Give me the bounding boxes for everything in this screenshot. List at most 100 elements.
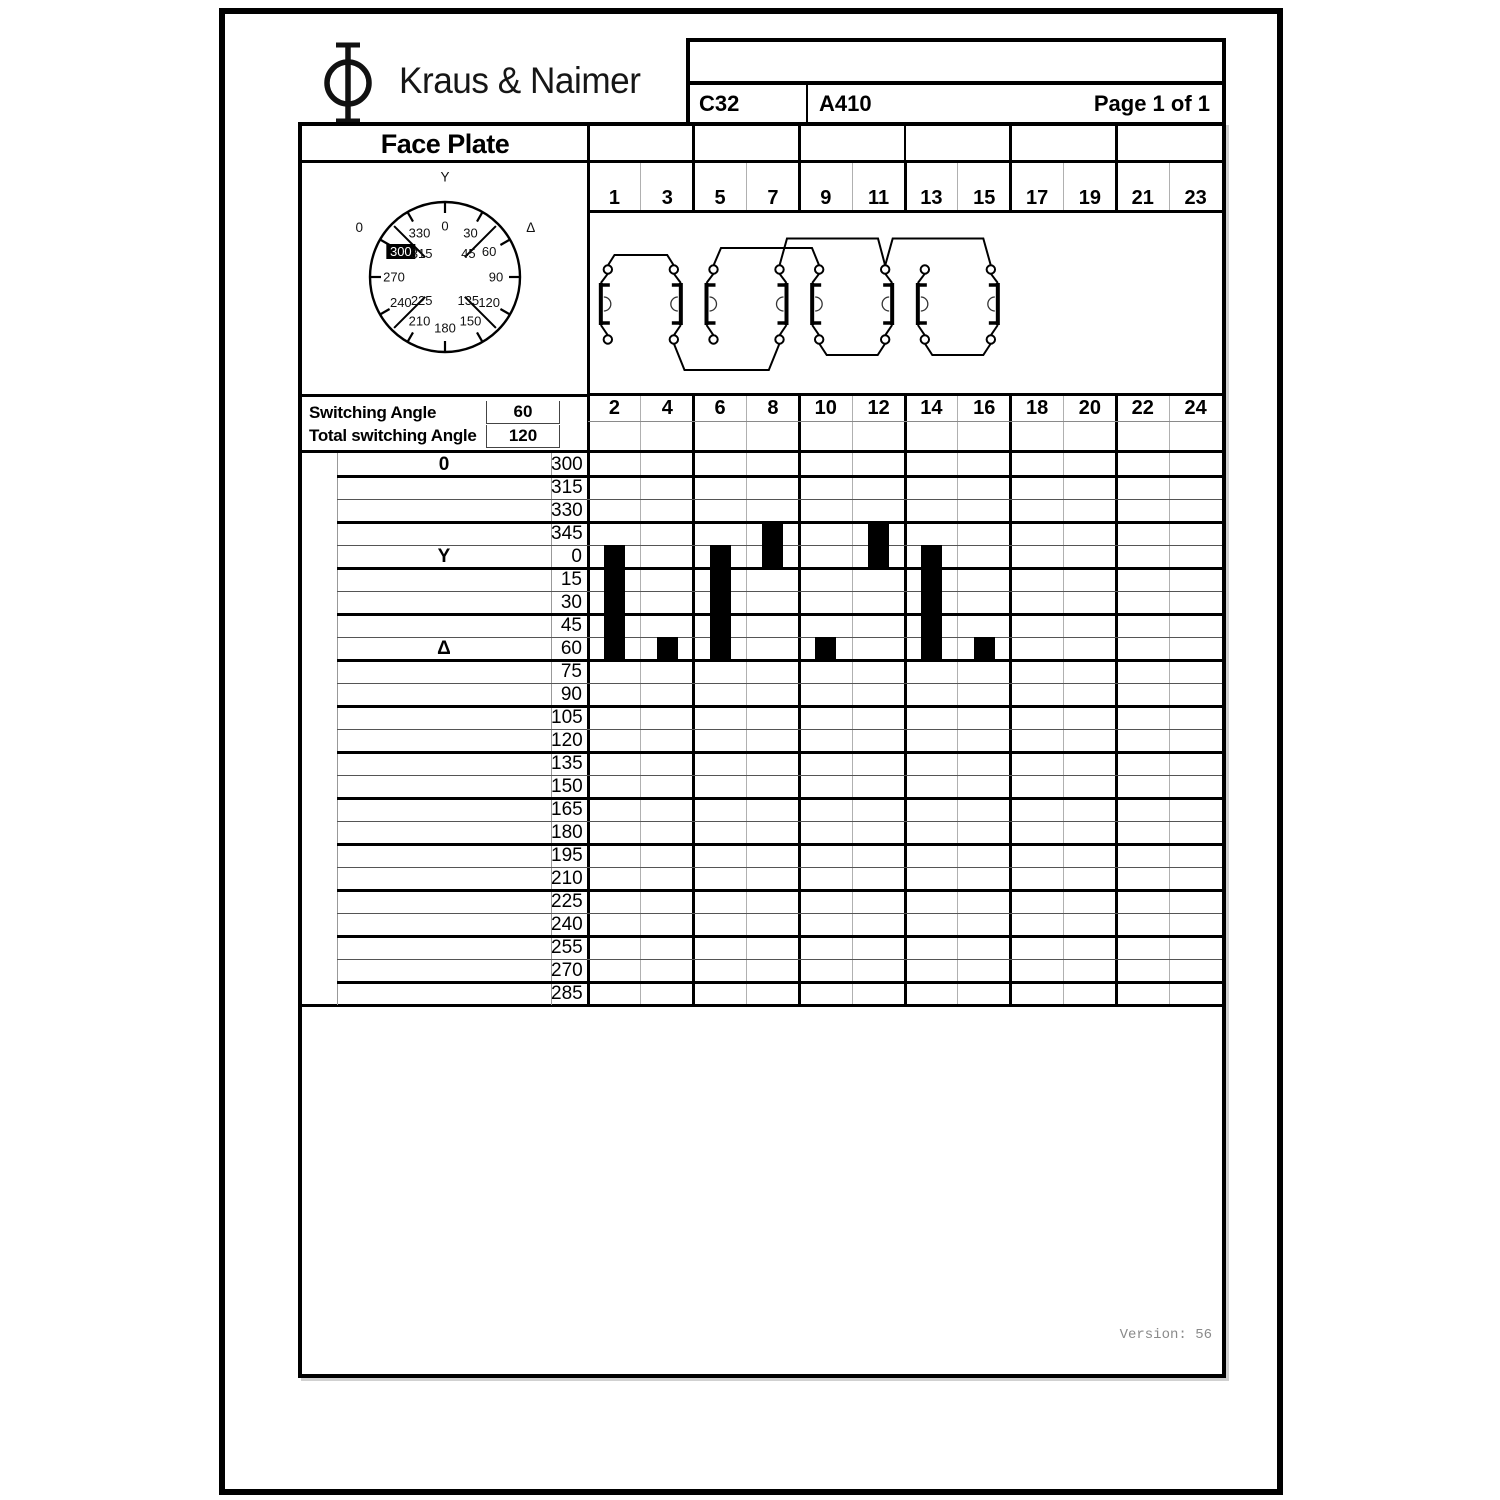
terminal-number-top: 9 — [820, 187, 832, 209]
cam-roller-arc — [775, 296, 784, 312]
grid-line — [957, 396, 959, 450]
grid-line — [337, 750, 1222, 754]
matrix-row-angle: 75 — [560, 661, 582, 682]
grid-line — [337, 796, 1222, 800]
terminal-number-top: 17 — [1025, 187, 1049, 209]
dial-division-line — [393, 296, 426, 329]
matrix-row-angle: 300 — [551, 454, 583, 475]
dial-scale-label: 180 — [434, 321, 456, 336]
closed-contact-mark — [762, 522, 784, 568]
terminal-circle — [813, 334, 825, 345]
matrix-row-label: Y — [437, 546, 451, 567]
dial-position-label: Δ — [526, 220, 535, 235]
matrix-row-angle: 330 — [551, 500, 583, 521]
dial-tick — [406, 331, 414, 343]
dial-inner-scale-label: 315 — [411, 246, 433, 261]
closed-contact-mark — [709, 545, 731, 660]
dial-inner-scale-label: 45 — [461, 246, 475, 261]
terminal-number-bottom: 6 — [714, 397, 726, 419]
terminal-circle — [919, 334, 931, 345]
grid-line — [337, 636, 1222, 638]
matrix-row-angle: 90 — [560, 684, 582, 705]
matrix-row-angle: 135 — [551, 753, 583, 774]
matrix-row-angle: 180 — [551, 822, 583, 843]
terminal-stub — [917, 273, 926, 284]
grid-line — [903, 126, 907, 161]
terminal-number-bottom: 4 — [661, 397, 673, 419]
dial-tick — [499, 238, 511, 246]
dial-division-line — [464, 296, 497, 329]
dial-scale-label: 150 — [460, 314, 482, 329]
dial-inner-scale-label: 135 — [457, 293, 479, 308]
page-number: Page 1 of 1 — [1093, 90, 1210, 116]
terminal-number-bottom: 8 — [767, 397, 779, 419]
terminal-stub — [884, 324, 893, 336]
terminal-circle — [602, 264, 614, 275]
terminal-number-bottom: 22 — [1131, 397, 1154, 419]
terminal-circle — [774, 334, 785, 345]
article-code-cell: A410 Page 1 of 1 — [808, 91, 1222, 117]
dial-scale-label: 60 — [482, 244, 496, 259]
switching-angle-value: 60 — [486, 401, 560, 424]
matrix-row-angle: 30 — [560, 592, 582, 613]
grid-line — [1168, 163, 1170, 211]
terminal-number-top: 21 — [1131, 187, 1154, 209]
dial-scale-label: 30 — [463, 225, 477, 240]
grid-line — [337, 774, 1222, 776]
grid-line — [1063, 163, 1064, 211]
grid-line — [1009, 126, 1012, 161]
terminal-number-top: 3 — [661, 187, 673, 209]
terminal-stub — [990, 324, 999, 336]
contact-wiring-diagram — [598, 237, 1000, 371]
matrix-row-angle: 45 — [560, 615, 582, 636]
grid-line — [337, 820, 1222, 822]
grid-line — [640, 163, 642, 211]
grid-line — [302, 393, 588, 397]
matrix-row-angle: 195 — [551, 845, 583, 866]
dial-scale-label-selected: 300 — [390, 244, 412, 259]
kraus-naimer-phi-logo-icon — [324, 42, 372, 124]
grid-line — [1009, 396, 1013, 450]
terminal-circle — [708, 334, 719, 345]
terminal-number-top: 5 — [714, 187, 726, 209]
closed-contact-mark — [868, 522, 890, 568]
wire — [884, 237, 992, 266]
grid-line — [337, 912, 1222, 914]
article-code: A410 — [819, 90, 872, 116]
matrix-row-angle: 165 — [551, 799, 583, 820]
terminal-number-bottom: 20 — [1078, 397, 1102, 419]
matrix-row-label: 0 — [438, 454, 450, 475]
terminal-stub — [917, 324, 926, 336]
matrix-row-angle: 345 — [551, 523, 583, 544]
grid-line — [797, 396, 801, 450]
title-block-empty-row — [690, 42, 1222, 85]
dial-scale-label: 90 — [489, 270, 503, 285]
terminal-circle — [985, 334, 997, 345]
terminal-circle — [668, 334, 680, 345]
grid-line — [798, 126, 801, 161]
dial-tick — [476, 331, 484, 343]
dial-position-label: Y — [440, 170, 449, 185]
grid-line — [337, 704, 1222, 708]
closed-contact-mark — [656, 637, 678, 660]
contact-unit — [704, 264, 719, 345]
grid-line — [337, 682, 1222, 684]
terminal-number-top: 1 — [608, 187, 620, 209]
dial-tick — [476, 211, 484, 223]
contact-unit — [598, 264, 614, 345]
dial-position-label: 0 — [356, 220, 364, 235]
matrix-row-angle: 210 — [551, 868, 583, 889]
grid-line — [746, 163, 747, 211]
grid-line — [302, 1003, 1222, 1007]
contact-unit — [810, 264, 825, 345]
terminal-stub — [884, 273, 893, 284]
grid-line — [957, 163, 959, 211]
closed-contact-mark — [973, 637, 995, 660]
terminal-number-top: 19 — [1078, 187, 1102, 209]
terminal-number-bottom: 16 — [973, 397, 996, 419]
grid-line — [1114, 396, 1118, 450]
cam-roller-arc — [670, 296, 678, 312]
closed-contact-mark — [815, 637, 837, 660]
